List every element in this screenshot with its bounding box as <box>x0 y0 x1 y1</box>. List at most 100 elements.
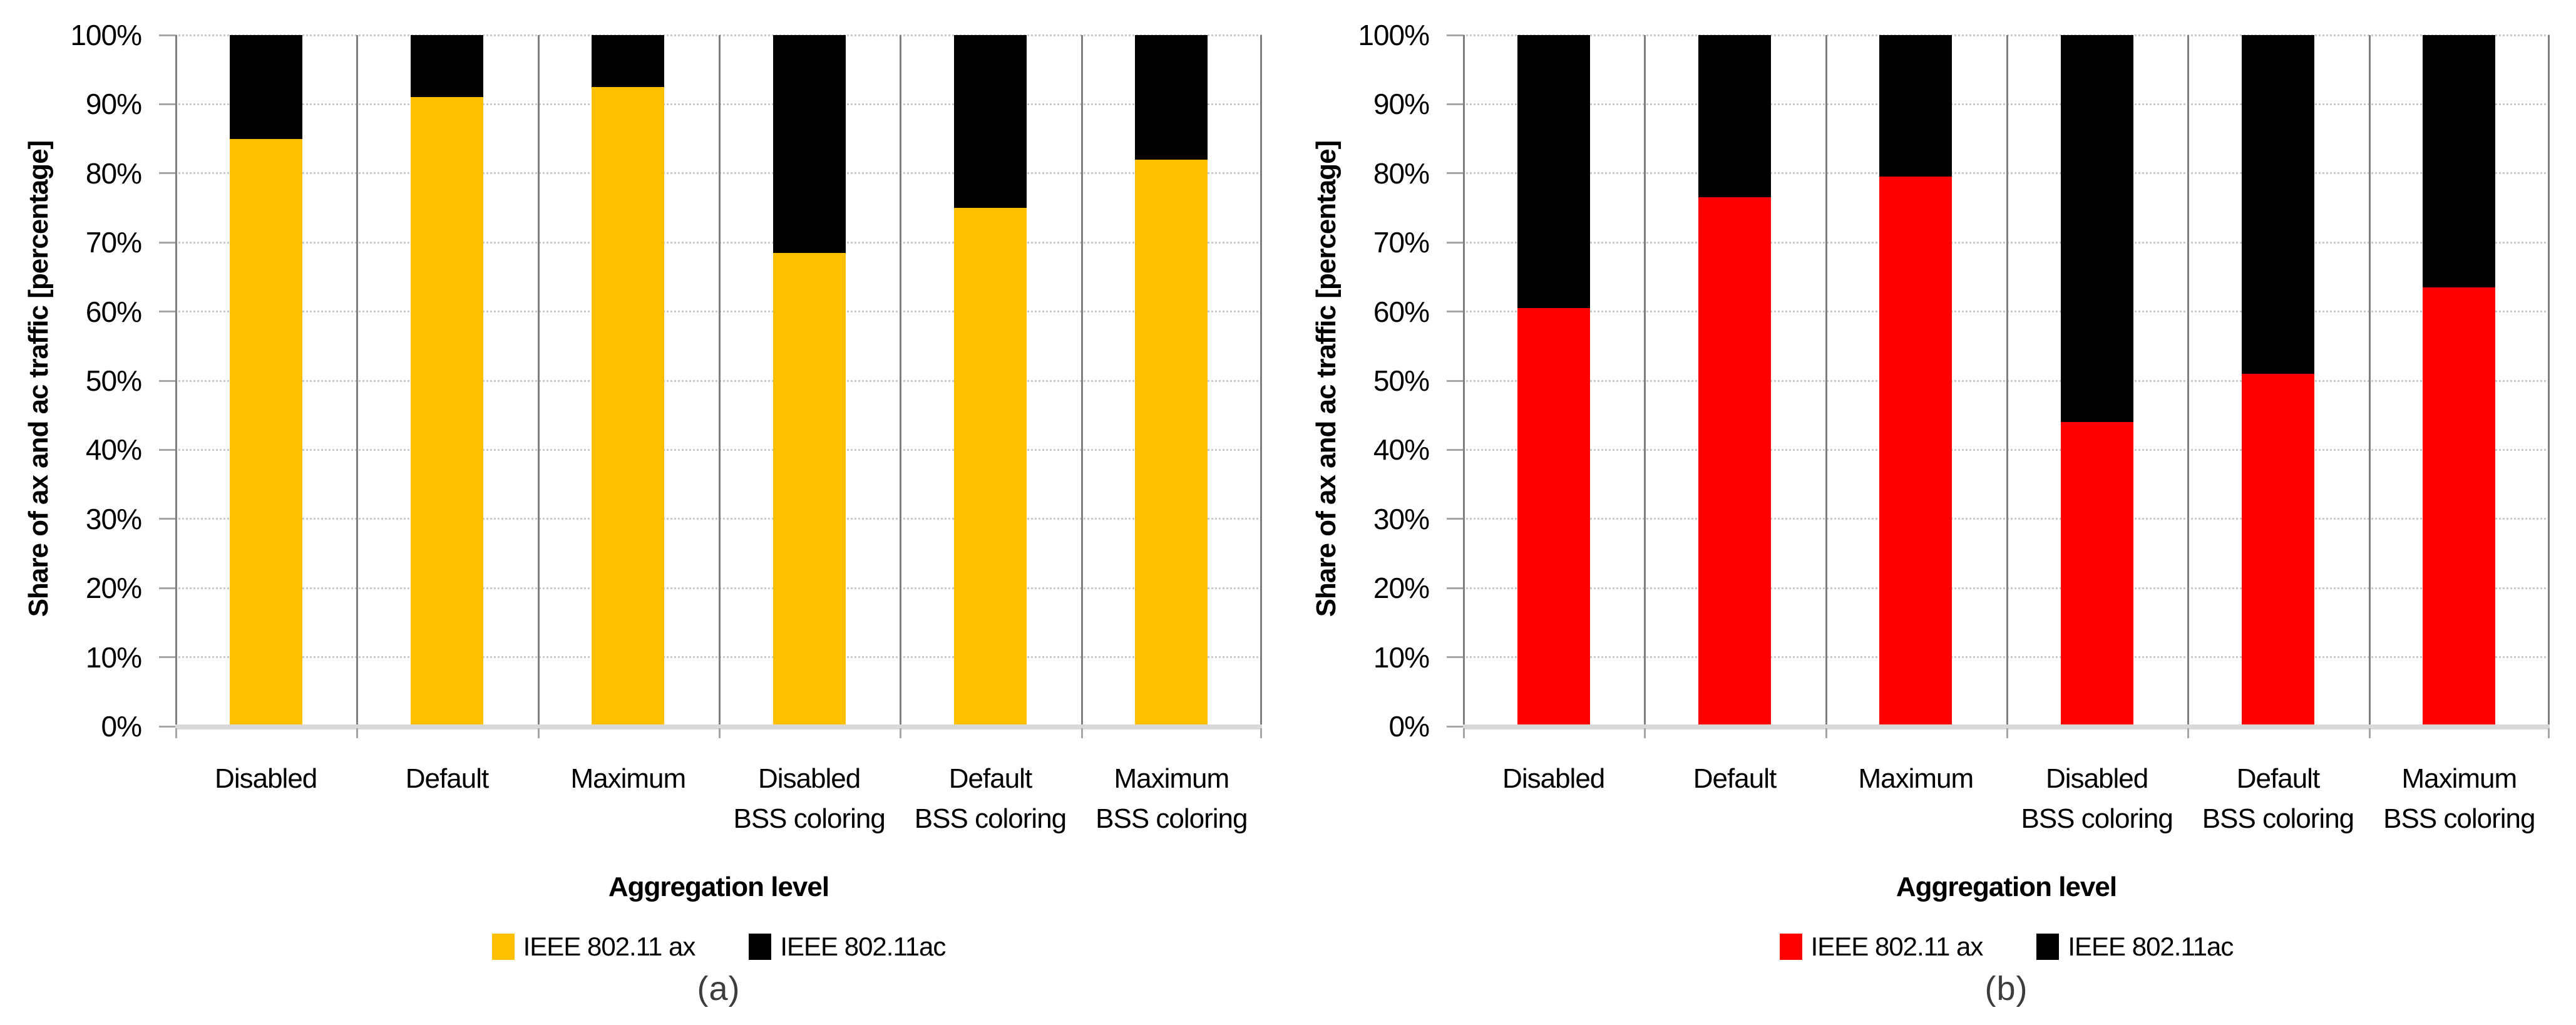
y-tick-label: 30% <box>85 502 142 535</box>
bar-segment-ac <box>772 35 846 253</box>
y-tick-label: 80% <box>1373 157 1430 190</box>
bar-segment-ac <box>2423 35 2496 287</box>
bar-segment-ac <box>411 35 483 98</box>
y-axis-tick <box>159 241 175 244</box>
y-axis-tick <box>159 448 175 451</box>
category-label: Default BSS coloring <box>914 763 1067 834</box>
y-tick-label: 50% <box>85 364 142 397</box>
bar-segment-ac <box>2060 35 2133 423</box>
x-axis-tick <box>2368 728 2371 738</box>
stacked-bar <box>2242 35 2314 726</box>
y-tick-label: 10% <box>85 641 142 674</box>
y-axis-tick <box>1447 241 1463 244</box>
bar-segment-ax <box>229 138 302 726</box>
category-separator-line <box>719 35 721 726</box>
y-axis-tick-labels: 100% 90% 80% 70% 60% 50% 40% 30% 20% 10% 0% <box>0 19 144 743</box>
y-axis-tick <box>159 518 175 520</box>
plot-area <box>1447 34 2550 738</box>
category-label: Disabled <box>215 763 317 794</box>
legend-swatch-icon <box>491 934 515 960</box>
y-tick-label: 50% <box>1373 364 1430 397</box>
bar-segment-ac <box>1135 35 1208 160</box>
y-axis-tick <box>159 725 175 728</box>
subfigure-caption: (a) <box>697 970 741 1007</box>
category-label: Default <box>1693 763 1777 794</box>
category-label: Default <box>405 763 489 794</box>
legend-label: IEEE 802.11 ax <box>1810 932 1984 961</box>
y-axis-tick <box>159 587 175 589</box>
stacked-bar <box>1698 35 1771 726</box>
legend-swatch-icon <box>749 934 772 960</box>
bar-segment-ax <box>592 86 665 726</box>
category-separator-line <box>537 35 540 726</box>
x-axis-tick <box>900 728 902 738</box>
bar-segment-ac <box>1517 35 1590 309</box>
y-axis-tick <box>1447 34 1463 36</box>
category-separator-line <box>1825 35 1827 726</box>
bar-segment-ac <box>592 35 665 87</box>
legend-label: IEEE 802.11ac <box>2068 932 2234 961</box>
category-separator-line <box>2006 35 2008 726</box>
y-tick-label: 0% <box>101 710 142 743</box>
stacked-bar <box>2423 35 2496 726</box>
category-label: Disabled BSS coloring <box>2021 763 2173 834</box>
x-axis-title: Aggregation level <box>608 872 829 902</box>
y-axis-tick <box>1447 379 1463 382</box>
bar-segment-ax <box>2060 422 2133 726</box>
chart-b-panel: Share of ax and ac traffic [percentage] … <box>1288 0 2575 1025</box>
y-axis-tick <box>159 656 175 659</box>
bar-segment-ax <box>1698 197 1771 726</box>
legend-label: IEEE 802.11ac <box>780 932 946 961</box>
legend-item: IEEE 802.11ac <box>2036 932 2234 962</box>
category-label: Maximum BSS coloring <box>2383 763 2535 834</box>
y-tick-label: 80% <box>85 157 142 190</box>
y-axis-tick <box>1447 518 1463 520</box>
y-axis-tick <box>1447 103 1463 105</box>
category-separator-line <box>2187 35 2190 726</box>
stacked-bar <box>1879 35 1953 726</box>
x-axis-tick <box>1260 728 1262 738</box>
stacked-bar <box>229 35 302 726</box>
category-label: Maximum <box>570 763 686 794</box>
y-tick-label: 10% <box>1373 641 1430 674</box>
x-axis-category-labels: Disabled Default Maximum Disabled BSS colori… <box>1463 759 2550 839</box>
bar-segment-ax <box>2423 287 2496 726</box>
y-axis-tick <box>159 172 175 175</box>
y-axis-tick <box>159 34 175 36</box>
bar-segment-ax <box>1135 159 1208 726</box>
legend-item: IEEE 802.11ac <box>749 932 946 962</box>
x-axis-tick <box>1080 728 1083 738</box>
stacked-bar <box>2060 35 2133 726</box>
bar-segment-ac <box>229 35 302 139</box>
y-axis-tick <box>1447 656 1463 659</box>
bar-segment-ax <box>1517 308 1590 726</box>
x-axis-tick <box>537 728 540 738</box>
y-tick-label: 40% <box>85 433 142 466</box>
category-separator-line <box>2548 35 2550 726</box>
subfigure-caption: (b) <box>1984 970 2028 1007</box>
category-separator-line <box>1644 35 1646 726</box>
x-axis-line <box>1463 724 2550 729</box>
chart-a-panel: Share of ax and ac traffic [percentage] … <box>0 19 1262 1007</box>
legend-swatch-icon <box>1779 934 1802 960</box>
y-tick-label: 40% <box>1373 433 1430 466</box>
y-axis-tick <box>1447 448 1463 451</box>
y-axis-tick <box>1447 725 1463 728</box>
category-separator-line <box>1080 35 1083 726</box>
y-tick-label: 70% <box>85 226 142 259</box>
x-axis-tick <box>1463 728 1465 738</box>
y-tick-label: 20% <box>85 572 142 605</box>
x-axis-tick <box>356 728 359 738</box>
y-tick-label: 60% <box>1373 295 1430 328</box>
category-label: Default BSS coloring <box>2202 763 2354 834</box>
legend-label: IEEE 802.11 ax <box>523 932 696 961</box>
bar-segment-ac <box>2242 35 2314 374</box>
bar-segment-ac <box>1698 35 1771 198</box>
y-tick-label: 20% <box>1373 572 1430 605</box>
x-axis-tick <box>1825 728 1827 738</box>
x-axis-tick <box>1644 728 1646 738</box>
stacked-bar <box>411 35 483 726</box>
bar-segment-ac <box>954 35 1027 208</box>
y-axis-tick <box>1447 587 1463 589</box>
